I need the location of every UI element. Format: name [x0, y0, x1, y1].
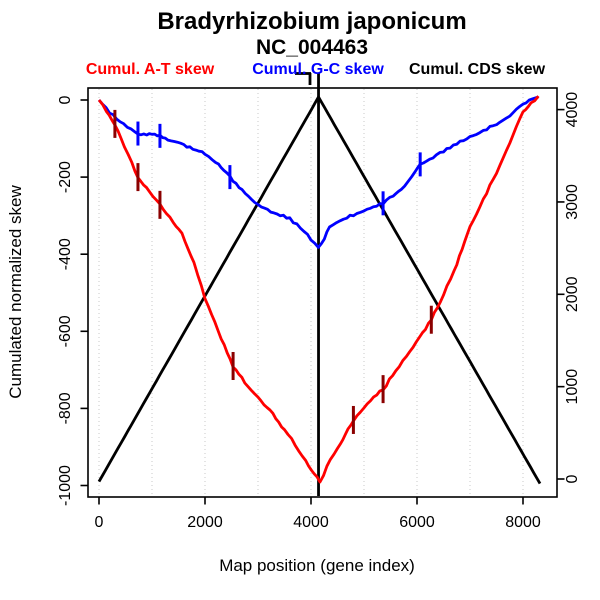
legend-cds-skew-label: Cumul. CDS skew [408, 61, 546, 78]
curve-cumul-g-c-skew [97, 95, 539, 249]
y-left-tick-label: -400 [57, 238, 74, 270]
y-left-tick-label: -800 [57, 392, 74, 424]
y-left-tick-label: 0 [57, 95, 74, 104]
curve-cumul-cds-skew [97, 95, 542, 485]
x-tick-label: 4000 [293, 514, 329, 531]
y-right-tick-label: 3000 [564, 184, 581, 220]
curve-cumul-a-t-skew [97, 95, 540, 484]
figure-title: Bradyrhizobium japonicum [157, 8, 467, 35]
figure-subtitle: NC_004463 [255, 36, 369, 59]
y-right-tick-label: 2000 [564, 276, 581, 312]
y-left-tick-label: -1000 [57, 465, 74, 506]
y-right-tick-label: 4000 [564, 92, 581, 128]
y-right-tick-label: 0 [564, 474, 581, 483]
x-tick-label: 0 [95, 514, 104, 531]
y-right-tick-label: 1000 [564, 369, 581, 405]
y-left-tick-label: -200 [57, 161, 74, 193]
y-axis-label: Cumulated normalized skew [6, 185, 25, 399]
plot-box [87, 87, 558, 498]
y-left-tick-label: -600 [57, 315, 74, 347]
x-tick-label: 6000 [399, 514, 435, 531]
x-tick-label: 2000 [187, 514, 223, 531]
legend-gc-skew-label: Cumul. G-C skew [252, 61, 384, 78]
legend-at-skew-label: Cumul. A-T skew [85, 61, 215, 78]
x-tick-label: 8000 [505, 514, 541, 531]
x-axis-label: Map position (gene index) [219, 556, 415, 575]
